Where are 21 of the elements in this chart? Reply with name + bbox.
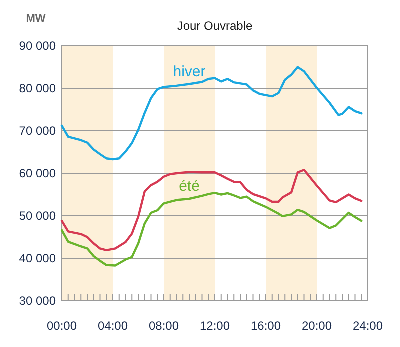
x-tick-label: 12:00 xyxy=(200,319,230,333)
line-series xyxy=(60,66,363,161)
x-tick-label: 04:00 xyxy=(98,319,128,333)
x-tick-label: 24:00 xyxy=(352,319,384,333)
x-tick-label: 20:00 xyxy=(302,319,332,333)
y-tick-label: 80 000 xyxy=(19,82,56,96)
y-tick-label: 30 000 xyxy=(19,294,56,308)
line-series xyxy=(60,192,363,267)
series-label: hiver xyxy=(173,63,206,80)
y-tick-label: 50 000 xyxy=(19,209,56,224)
y-tick-label: 40 000 xyxy=(19,252,56,266)
x-tick-label: 08:00 xyxy=(148,319,180,333)
chart-title: Jour Ouvrable xyxy=(177,19,254,33)
y-tick-label: 70 000 xyxy=(19,124,56,138)
x-tick-label: 16:00 xyxy=(250,319,282,333)
y-tick-label: 90 000 xyxy=(19,39,56,54)
x-tick-label: 00:00 xyxy=(46,319,78,333)
y-axis-title: MW xyxy=(26,13,46,25)
y-tick-label: 60 000 xyxy=(19,166,56,181)
series-label: été xyxy=(179,178,200,195)
line-series xyxy=(60,169,363,252)
